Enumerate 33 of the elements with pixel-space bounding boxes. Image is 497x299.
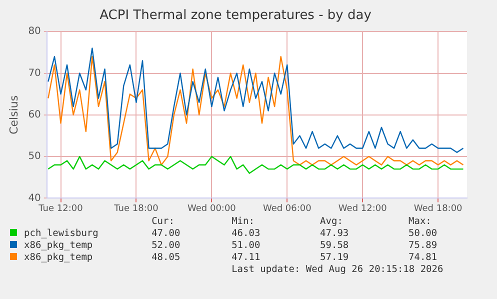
text: 50.00 [408,228,438,240]
text: 59.58 [320,240,350,252]
x-tick-label: Wed 06:00 [262,204,312,214]
text: 57.19 [320,252,350,264]
text: Min: [232,216,256,228]
chart-title: ACPI Thermal zone temperatures - by day [100,8,372,24]
text: Last update: Wed Aug 26 20:15:18 2026 [232,264,444,276]
text: Cur: [152,216,176,228]
x-tick-label: Wed 00:00 [187,204,236,214]
text: 47.00 [152,228,182,240]
text: 75.89 [408,240,438,252]
x-tick-label: Tue 12:00 [38,204,84,214]
text: Max: [408,216,432,228]
y-tick-label: 80 [28,26,41,38]
x-tick-label: Wed 18:00 [414,204,463,214]
legend-label: pch_lewisburg [24,228,98,239]
text: 51.00 [232,240,262,252]
y-tick-label: 40 [28,192,41,204]
legend-label: x86_pkg_temp [24,240,93,251]
text: Avg: [320,216,344,228]
text: 74.81 [408,252,438,264]
x-tick-label: Wed 12:00 [338,204,388,214]
y-tick-label: 60 [28,109,41,120]
text: 47.11 [232,252,261,264]
y-axis-title: Celsius [7,95,20,134]
legend-label: x86_pkg_temp [24,252,93,263]
y-tick-label: 50 [28,151,41,162]
text: 52.00 [152,240,182,252]
text: 46.03 [232,228,262,240]
text: 48.05 [152,252,182,264]
x-tick-label: Tue 18:00 [113,204,159,214]
y-tick-label: 70 [28,68,41,79]
text: 47.93 [320,228,350,240]
